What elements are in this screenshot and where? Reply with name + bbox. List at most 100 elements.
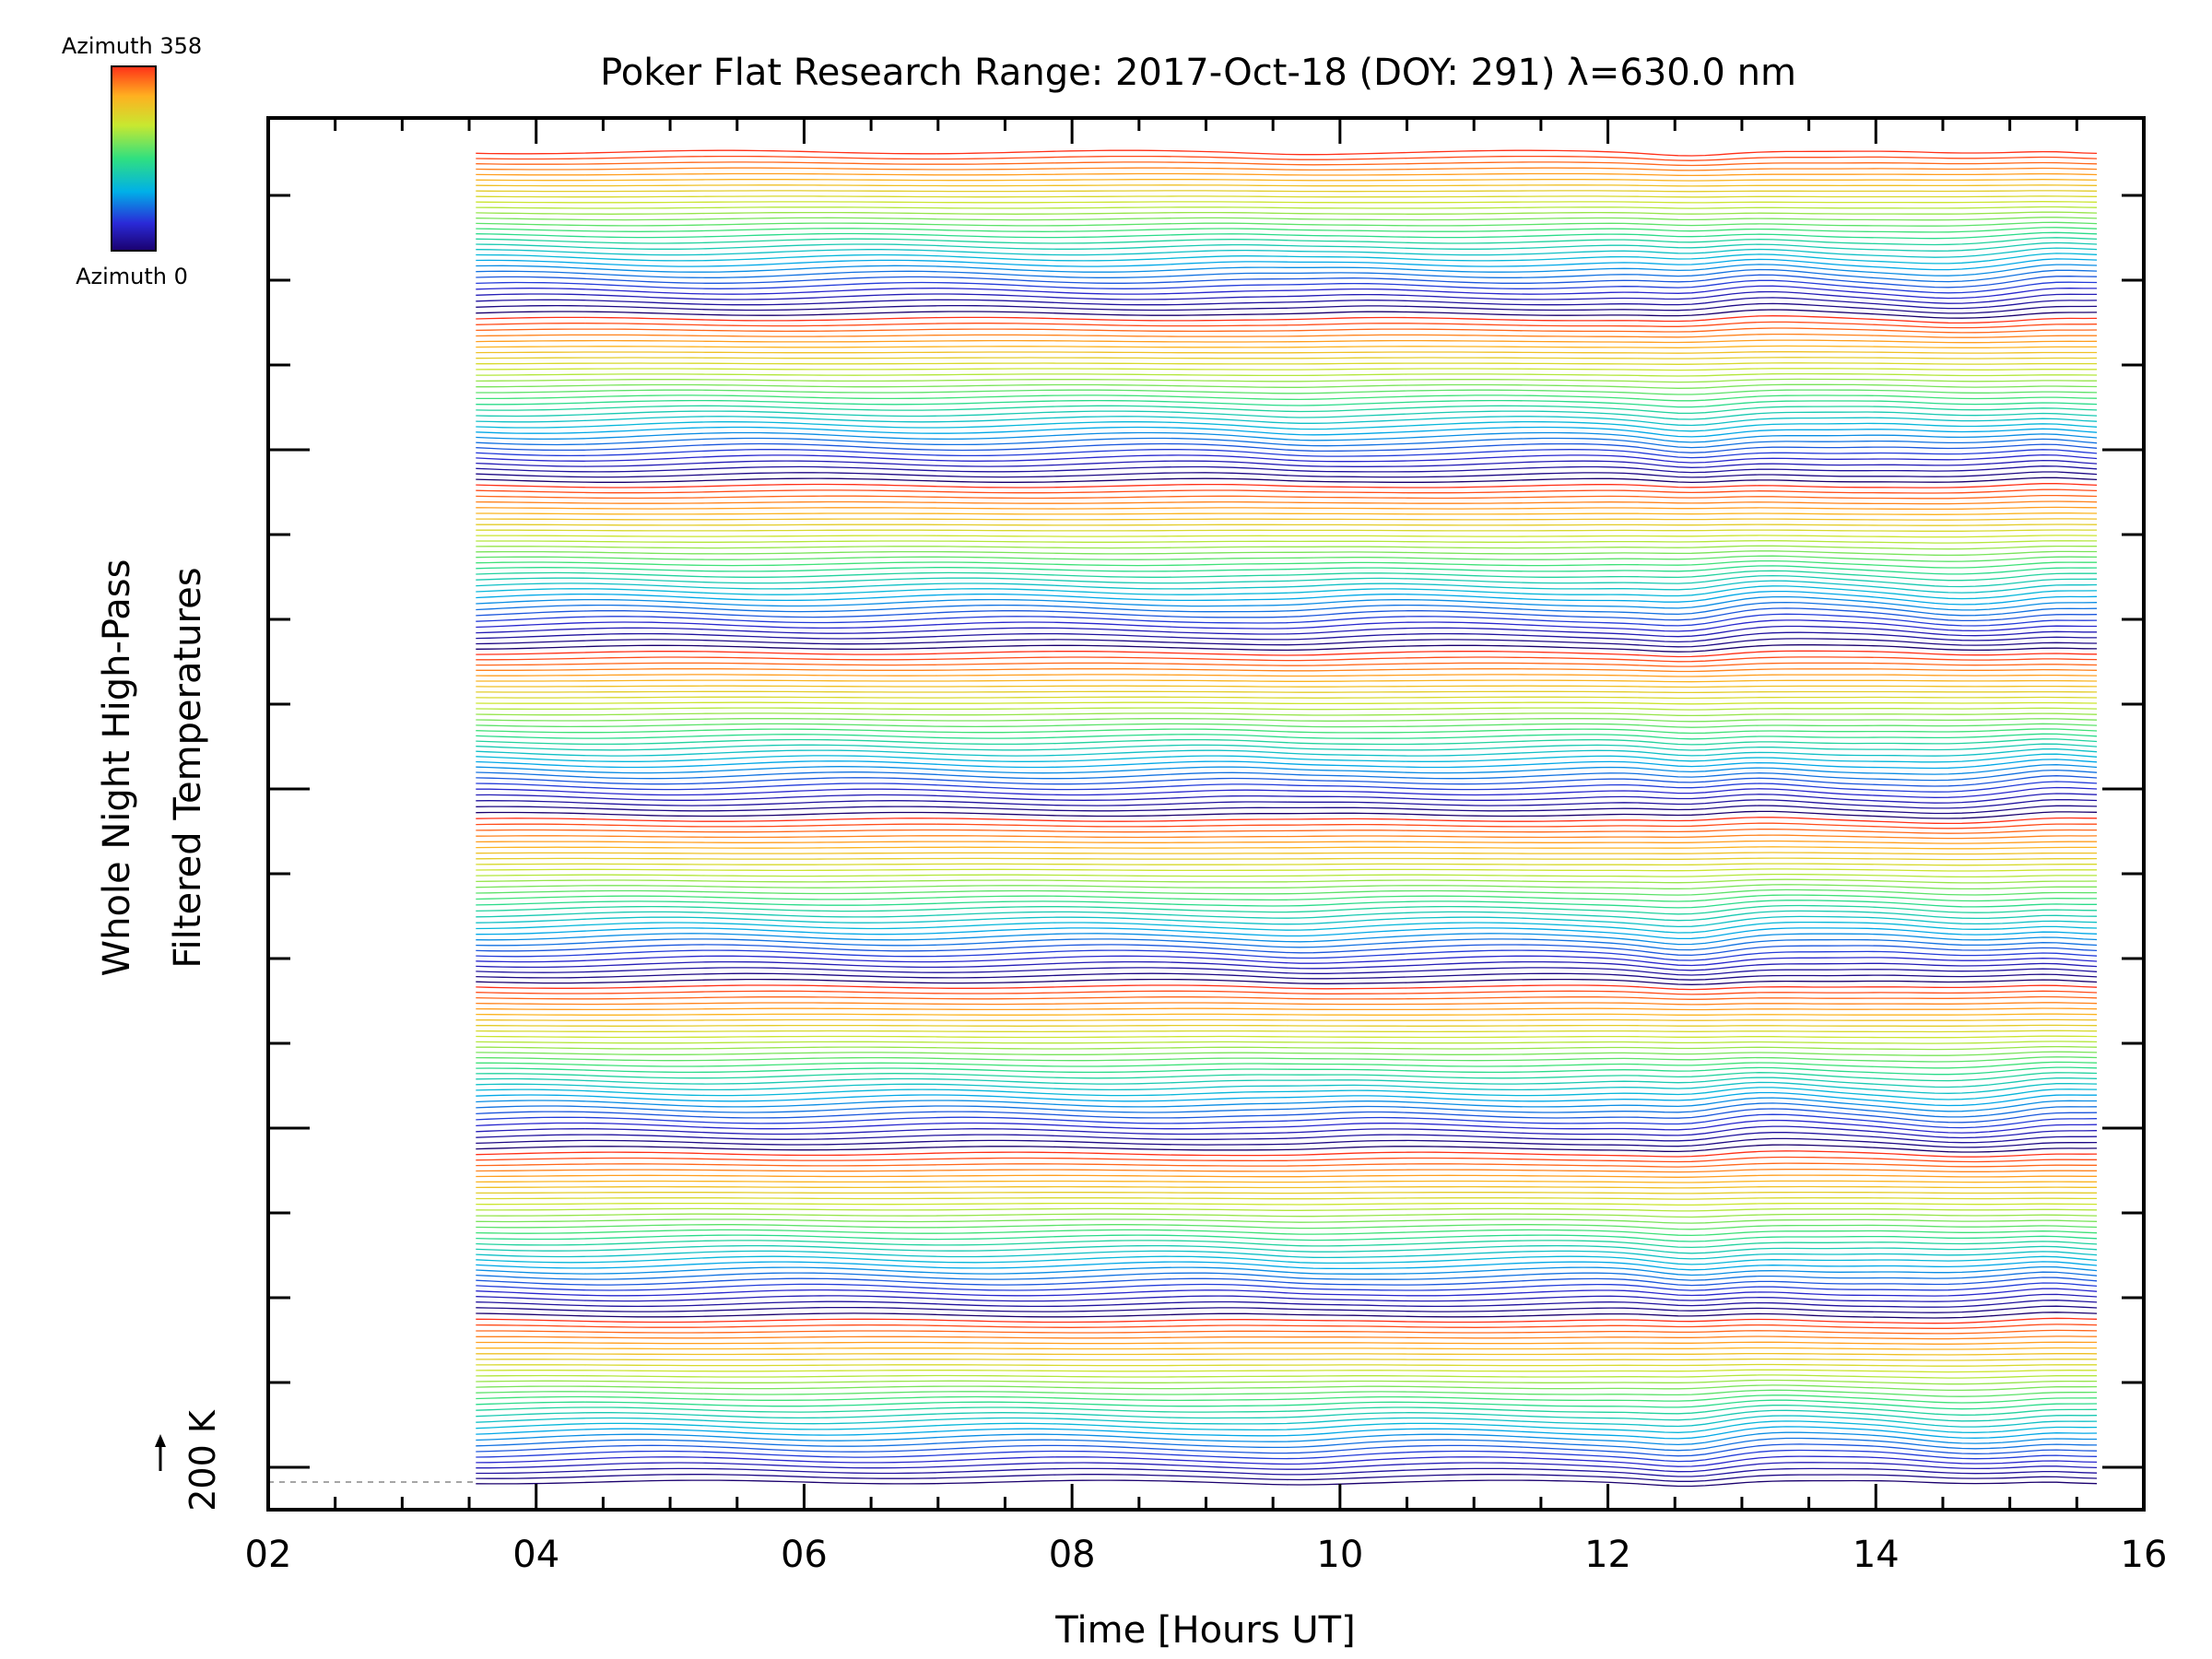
series-line [476, 1389, 2098, 1397]
series-line [476, 1156, 2098, 1163]
x-tick-label: 16 [2121, 1534, 2168, 1576]
y-axis-label-line2: Filtered Temperatures [167, 567, 209, 968]
series-line [476, 574, 2098, 588]
series-line [476, 471, 2098, 478]
series-line [476, 540, 2098, 544]
series-line [476, 1369, 2098, 1373]
series-line [476, 764, 2098, 775]
series-line [476, 718, 2098, 723]
series-line [476, 775, 2098, 787]
x-tick-label: 02 [245, 1534, 292, 1576]
series-line [476, 1013, 2098, 1016]
series-line [476, 873, 2098, 878]
series-line [476, 1317, 2098, 1324]
series-line [476, 1087, 2098, 1100]
series-line [476, 1420, 2098, 1433]
series-line [476, 650, 2098, 658]
series-line [476, 857, 2098, 861]
x-tick-label: 12 [1584, 1534, 1631, 1576]
series-line [476, 631, 2098, 643]
series-line [476, 1144, 2098, 1153]
series-line [476, 1240, 2098, 1249]
series-line [476, 805, 2098, 815]
series-line [476, 728, 2098, 735]
series-line [476, 662, 2098, 667]
series-line [476, 1185, 2098, 1189]
series-line [476, 1061, 2098, 1069]
series-line [476, 1234, 2098, 1242]
series-line [476, 690, 2098, 694]
series-line [476, 206, 2098, 209]
series-line [476, 1305, 2098, 1313]
series-line [476, 258, 2098, 271]
series-line [476, 1255, 2098, 1265]
series-line [476, 221, 2098, 227]
series-line [476, 1341, 2098, 1345]
series-line [476, 1102, 2098, 1118]
series-line [476, 656, 2098, 663]
series-line [476, 1250, 2098, 1260]
series-line [476, 545, 2098, 550]
series-line [476, 389, 2098, 395]
series-line [476, 810, 2098, 819]
series-line [476, 327, 2098, 334]
series-line [476, 1066, 2098, 1076]
series-line [476, 955, 2098, 967]
series-line [476, 268, 2098, 283]
series-line [476, 798, 2098, 809]
series-line [476, 1091, 2098, 1107]
series-line [476, 748, 2098, 757]
series-line [476, 1363, 2098, 1367]
series-line [476, 167, 2098, 171]
series-line [476, 227, 2098, 233]
series-line [476, 944, 2098, 957]
series-line [476, 1132, 2098, 1144]
series-line [476, 712, 2098, 717]
series-line [476, 644, 2098, 653]
series-line [476, 696, 2098, 700]
series-line [476, 161, 2098, 167]
series-line [476, 1174, 2098, 1178]
series-line [476, 990, 2098, 995]
series-line [476, 967, 2098, 976]
y-axis-label-line1: Whole Night High-Pass [96, 559, 138, 977]
series-line [476, 302, 2098, 314]
series-line [476, 201, 2098, 204]
series-line [476, 247, 2098, 258]
series-line [476, 781, 2098, 793]
series-line [476, 190, 2098, 193]
colorbar: Azimuth 358 Azimuth 0 [62, 33, 202, 289]
series-line [476, 1119, 2098, 1134]
series-line [476, 172, 2098, 177]
series-line [476, 459, 2098, 468]
series-line [476, 840, 2098, 844]
series-line [476, 595, 2098, 611]
series-line [476, 339, 2098, 344]
series-line [476, 613, 2098, 627]
series-line [476, 1405, 2098, 1416]
series-line [476, 1358, 2098, 1361]
series-line [476, 333, 2098, 338]
series-line [476, 759, 2098, 770]
series-line [476, 555, 2098, 562]
series-line [476, 405, 2098, 415]
series-line [476, 410, 2098, 420]
scale-bar: 200 K [155, 1409, 223, 1512]
series-line [476, 351, 2098, 354]
series-line [476, 1384, 2098, 1392]
series-line [476, 1229, 2098, 1237]
series-line [476, 253, 2098, 265]
series-line [476, 420, 2098, 432]
series-line [476, 1018, 2098, 1021]
series-line [476, 315, 2098, 324]
series-line [476, 753, 2098, 763]
series-line [476, 1213, 2098, 1218]
series-line [476, 995, 2098, 1000]
series-line [476, 1277, 2098, 1287]
series-line [476, 707, 2098, 711]
series-line [476, 679, 2098, 683]
series-line [476, 1081, 2098, 1094]
series-line [476, 241, 2098, 252]
series-line [476, 368, 2098, 371]
series-line [476, 550, 2098, 557]
